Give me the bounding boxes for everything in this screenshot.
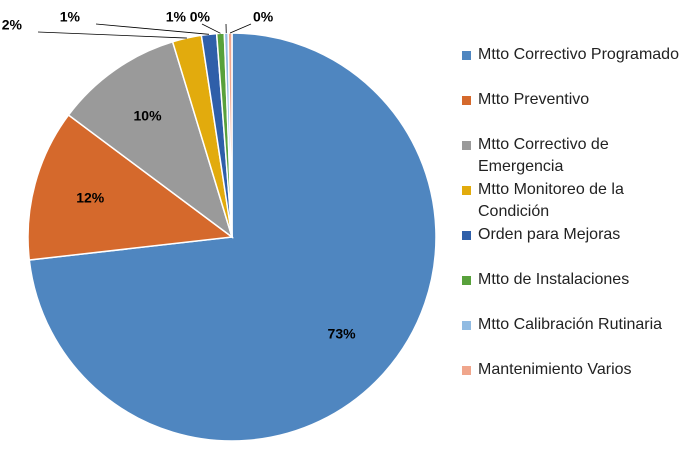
data-label: 73%: [328, 326, 357, 342]
leader-line: [37, 31, 187, 39]
pie-slice: [67, 40, 234, 239]
data-label: 2%: [2, 17, 23, 33]
legend-label: Mtto Preventivo: [478, 91, 590, 108]
data-label: 0%: [253, 9, 274, 25]
legend-entry: Orden para Mejoras: [462, 224, 620, 246]
legend-entry: Mtto Correctivo Programado: [462, 44, 679, 66]
pie-slice: [27, 113, 234, 261]
legend-label: Mtto de Instalaciones: [478, 271, 630, 288]
data-label: 1%: [60, 9, 81, 25]
legend-swatch: [462, 96, 471, 105]
legend-swatch: [462, 186, 471, 195]
legend-swatch: [462, 276, 471, 285]
legend-swatch: [462, 141, 471, 150]
legend-entry: Mtto Calibración Rutinaria: [462, 314, 662, 336]
legend-entry: Mtto de Instalaciones: [462, 269, 629, 291]
data-label: 0%: [190, 9, 211, 25]
legend-swatch: [462, 51, 471, 60]
legend-label: Orden para Mejoras: [478, 226, 621, 243]
data-label: 12%: [76, 189, 105, 205]
legend-entry: Mtto Monitoreo de la Condición: [462, 179, 688, 223]
legend-swatch: [462, 231, 471, 240]
legend-swatch: [462, 366, 471, 375]
legend-label: Mtto Correctivo de Emergencia: [478, 136, 609, 175]
leader-line: [95, 23, 210, 35]
legend-label: Mtto Correctivo Programado: [478, 46, 679, 63]
legend-entry: Mtto Preventivo: [462, 89, 589, 111]
legend-label: Mtto Monitoreo de la Condición: [478, 181, 624, 220]
leader-line: [229, 23, 252, 34]
legend-swatch: [462, 321, 471, 330]
data-label: 1%: [166, 9, 187, 25]
legend-label: Mtto Calibración Rutinaria: [478, 316, 663, 333]
legend-entry: Mantenimiento Varios: [462, 359, 632, 381]
leader-line: [201, 23, 221, 34]
data-label: 10%: [134, 108, 163, 124]
legend-label: Mantenimiento Varios: [478, 361, 632, 378]
legend-entry: Mtto Correctivo de Emergencia: [462, 134, 688, 178]
